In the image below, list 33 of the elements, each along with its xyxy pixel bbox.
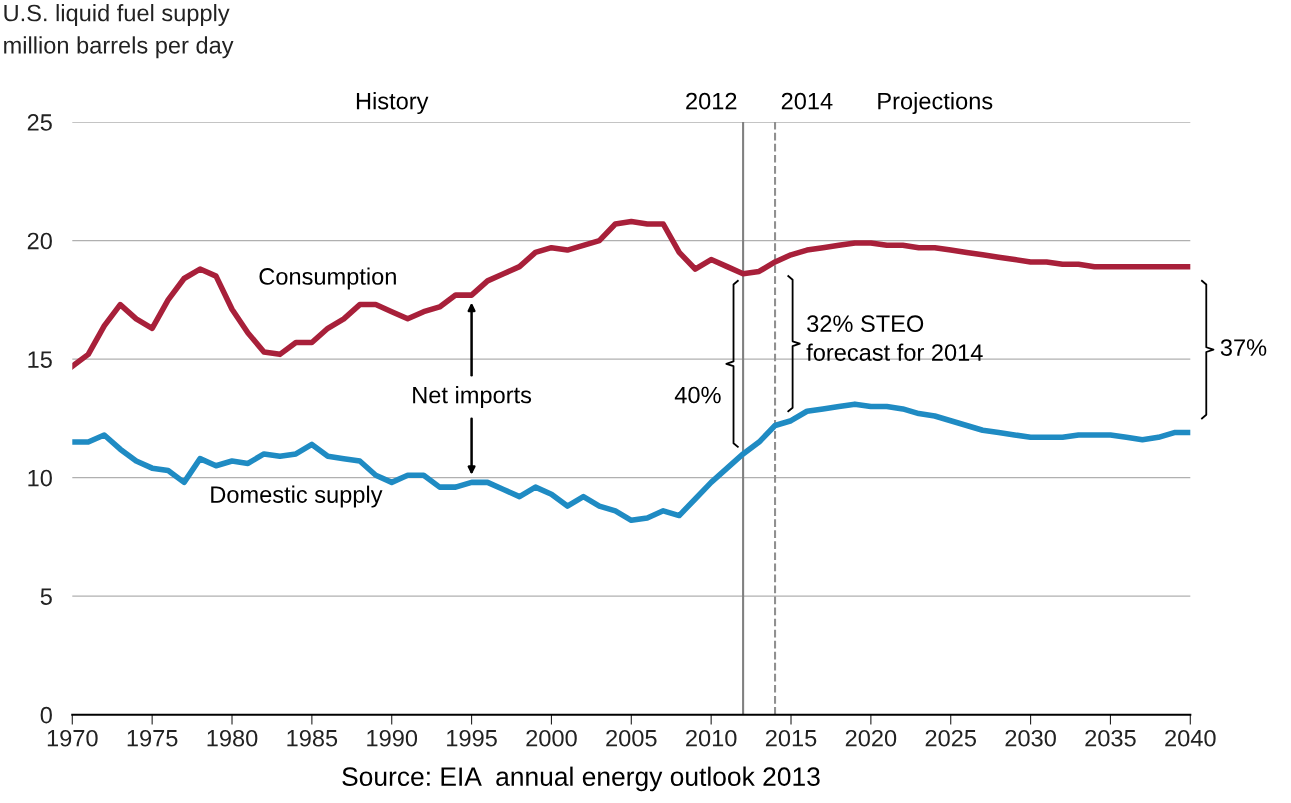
source-note: Source: EIA annual energy outlook 2013: [342, 766, 820, 792]
ref-line-label: 2014: [781, 92, 833, 110]
ref-line-label: 2012: [686, 92, 737, 110]
x-tick-label: 1975: [127, 729, 178, 747]
x-tick-label: 1985: [287, 729, 338, 747]
text: Projections: [878, 92, 993, 115]
x-tick-label: 2030: [1005, 729, 1056, 747]
x-tick-label: 2000: [526, 729, 577, 747]
x-tick-label: 1980: [207, 729, 258, 747]
text: History: [356, 92, 429, 115]
annotation: Domestic supply: [211, 485, 383, 508]
x-tick-label: 2020: [845, 729, 897, 747]
annotation: 40%: [674, 386, 721, 404]
x-tick-label: 1995: [447, 729, 497, 747]
y-axis-title: U.S. liquid fuel supply million barrels per day: [4, 4, 234, 59]
x-tick-label: 2015: [765, 729, 817, 747]
x-tick-label: 1970: [47, 729, 98, 747]
x-tick-label: 2005: [606, 729, 657, 747]
annotation: 32% STEO forecast for 2014: [806, 315, 983, 361]
y-tick-label: 10: [28, 469, 52, 487]
annotation: Net imports: [413, 386, 532, 409]
x-tick-label: 2025: [925, 729, 976, 747]
annotation: Consumption: [259, 267, 396, 290]
x-tick-label: 1990: [367, 729, 418, 747]
x-tick-label: 2035: [1085, 729, 1136, 747]
y-tick-label: 20: [27, 232, 52, 250]
text: 37%: [1220, 339, 1267, 356]
x-tick-label: 2040: [1165, 729, 1216, 747]
y-tick-label: 15: [28, 351, 52, 368]
y-tick-label: 0: [40, 706, 52, 724]
y-tick-label: 5: [40, 588, 52, 605]
x-tick-label: 2010: [686, 729, 737, 747]
y-tick-label: 25: [27, 114, 52, 131]
